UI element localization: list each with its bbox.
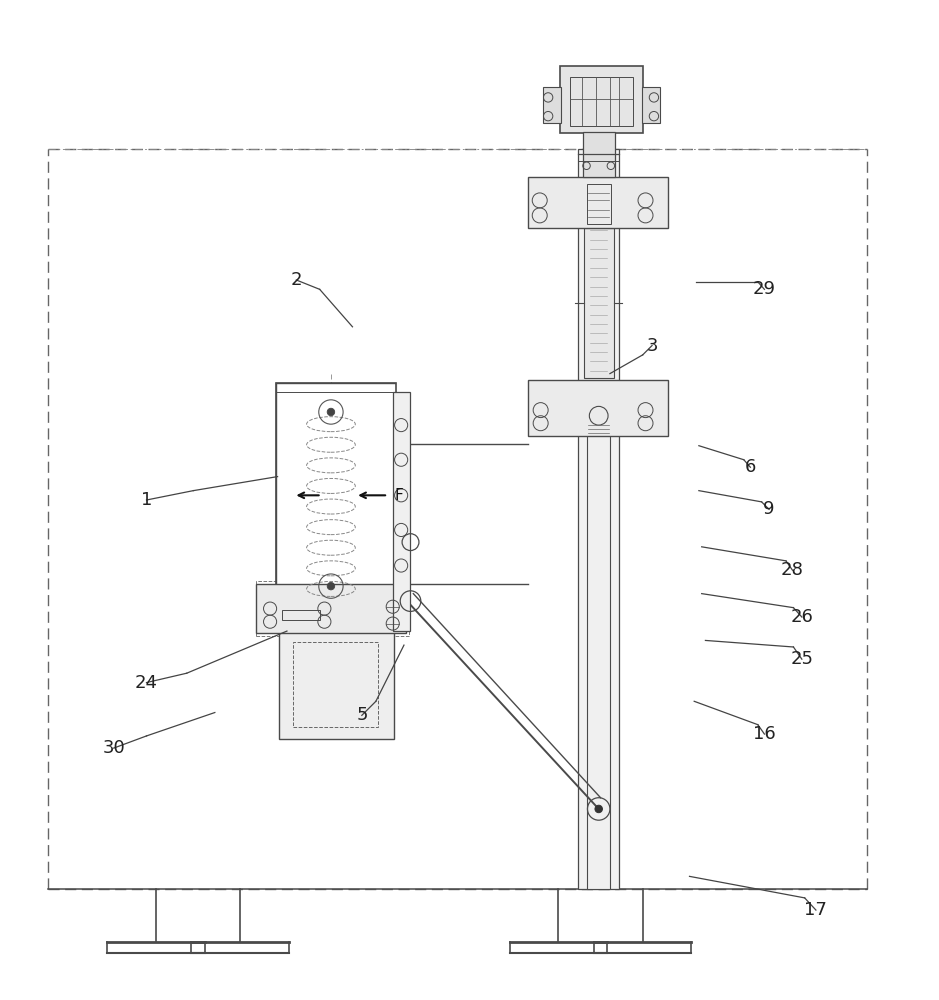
- Bar: [588, 435, 610, 889]
- Bar: [570, 77, 633, 126]
- Text: 2: 2: [290, 271, 302, 289]
- Circle shape: [327, 408, 334, 416]
- Text: F: F: [394, 488, 404, 503]
- Bar: [584, 228, 614, 378]
- Bar: [256, 584, 406, 633]
- Bar: [294, 642, 377, 727]
- Bar: [283, 610, 319, 620]
- Bar: [528, 380, 668, 436]
- Bar: [583, 132, 615, 177]
- Bar: [276, 383, 395, 631]
- Text: 24: 24: [135, 674, 158, 692]
- Text: 29: 29: [753, 280, 776, 298]
- Text: 25: 25: [791, 650, 813, 668]
- Circle shape: [327, 582, 334, 590]
- Bar: [578, 149, 620, 889]
- Text: 3: 3: [646, 337, 658, 355]
- Text: 9: 9: [763, 500, 775, 518]
- Bar: [543, 87, 562, 123]
- Text: 26: 26: [791, 608, 813, 626]
- Bar: [641, 87, 660, 123]
- Text: 1: 1: [141, 491, 152, 509]
- Bar: [393, 392, 409, 631]
- Bar: [587, 184, 611, 224]
- Text: 30: 30: [102, 739, 125, 757]
- Circle shape: [595, 805, 603, 813]
- Bar: [561, 66, 642, 133]
- Bar: [528, 177, 668, 228]
- Text: 28: 28: [781, 561, 804, 579]
- Text: 16: 16: [753, 725, 776, 743]
- Text: 6: 6: [745, 458, 756, 476]
- Bar: [280, 631, 393, 739]
- Text: 17: 17: [805, 901, 827, 919]
- Text: 5: 5: [356, 706, 367, 724]
- Bar: [256, 581, 408, 636]
